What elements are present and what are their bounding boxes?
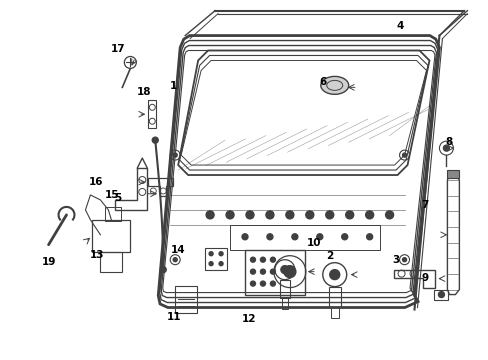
Circle shape (280, 266, 288, 274)
Text: 11: 11 (166, 312, 181, 323)
Circle shape (250, 281, 255, 286)
Circle shape (316, 234, 322, 240)
Bar (100, 252, 122, 272)
Bar (148, 100, 156, 128)
Text: 9: 9 (421, 273, 428, 283)
Circle shape (341, 234, 347, 240)
Text: 2: 2 (325, 251, 333, 261)
Circle shape (242, 234, 247, 240)
Bar (330, 306, 338, 319)
Bar (281, 298, 287, 310)
Circle shape (443, 145, 448, 151)
Text: 16: 16 (89, 177, 103, 187)
Bar (447, 170, 458, 178)
Circle shape (284, 266, 295, 278)
Text: 19: 19 (41, 257, 56, 267)
Circle shape (438, 292, 444, 298)
Bar (433, 289, 447, 300)
Circle shape (402, 258, 406, 262)
Text: 14: 14 (170, 245, 185, 255)
Circle shape (402, 153, 406, 157)
Circle shape (205, 211, 214, 219)
Circle shape (270, 257, 275, 262)
Ellipse shape (320, 76, 348, 94)
Text: 18: 18 (137, 87, 151, 97)
Circle shape (250, 257, 255, 262)
Text: 15: 15 (105, 190, 120, 200)
Bar (105, 207, 121, 221)
Circle shape (285, 211, 293, 219)
Circle shape (260, 269, 265, 274)
Circle shape (260, 281, 265, 286)
Bar (244, 250, 304, 294)
Circle shape (265, 211, 273, 219)
Circle shape (385, 211, 393, 219)
Text: 6: 6 (319, 77, 325, 87)
Circle shape (305, 211, 313, 219)
Text: 10: 10 (306, 238, 321, 248)
Bar (328, 287, 340, 306)
Text: 1: 1 (169, 81, 177, 91)
Circle shape (152, 137, 158, 143)
Circle shape (366, 234, 372, 240)
Circle shape (219, 262, 223, 266)
Bar (92, 220, 130, 252)
Circle shape (345, 211, 353, 219)
Circle shape (225, 211, 234, 219)
Bar (204, 248, 226, 270)
Circle shape (266, 234, 272, 240)
Circle shape (245, 211, 253, 219)
Bar (279, 280, 289, 298)
Text: 17: 17 (111, 44, 125, 54)
Circle shape (209, 262, 213, 266)
Text: 5: 5 (114, 193, 121, 203)
Circle shape (209, 252, 213, 256)
Text: 3: 3 (391, 255, 398, 265)
Circle shape (291, 234, 297, 240)
Text: 7: 7 (420, 200, 427, 210)
Text: 4: 4 (396, 21, 404, 31)
Circle shape (329, 270, 339, 280)
Circle shape (325, 211, 333, 219)
Circle shape (260, 257, 265, 262)
Circle shape (270, 269, 275, 274)
Circle shape (173, 258, 177, 262)
Bar (175, 285, 197, 314)
Text: 8: 8 (445, 137, 452, 147)
Text: 12: 12 (241, 314, 256, 324)
Text: 13: 13 (90, 250, 104, 260)
Circle shape (173, 153, 177, 157)
Circle shape (160, 267, 166, 273)
Circle shape (250, 269, 255, 274)
Bar (229, 225, 379, 250)
Circle shape (365, 211, 373, 219)
Circle shape (219, 252, 223, 256)
Circle shape (270, 281, 275, 286)
